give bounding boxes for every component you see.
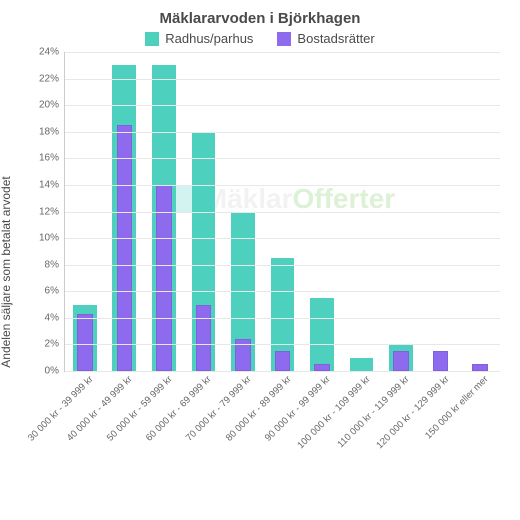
bar-bostad: [393, 351, 408, 371]
y-tick-label: 24%: [39, 47, 65, 58]
legend-item-radhus: Radhus/parhus: [145, 31, 253, 46]
y-tick-label: 16%: [39, 153, 65, 164]
y-tick-label: 18%: [39, 126, 65, 137]
y-axis-label: Andelen säljare som betalat arvodet: [0, 176, 13, 367]
grid-line: [65, 212, 500, 213]
bar-bostad: [117, 125, 132, 371]
legend: Radhus/parhus Bostadsrätter: [10, 31, 510, 46]
plot-area: MäklarOfferter 30 000 kr - 39 999 kr40 0…: [64, 52, 500, 372]
grid-line: [65, 238, 500, 239]
grid-line: [65, 105, 500, 106]
grid-line: [65, 371, 500, 372]
y-tick-label: 8%: [45, 259, 65, 270]
chart-title: Mäklararvoden i Björkhagen: [10, 10, 510, 27]
bar-radhus: [350, 358, 374, 371]
bar-bostad: [196, 305, 211, 371]
x-tick-label: 30 000 kr - 39 999 kr: [26, 374, 96, 444]
grid-line: [65, 158, 500, 159]
bar-bostad: [156, 185, 171, 371]
grid-line: [65, 291, 500, 292]
x-tick-label: 120 000 kr - 129 999 kr: [374, 374, 451, 451]
y-tick-label: 6%: [45, 286, 65, 297]
x-tick-label: 100 000 kr - 109 999 kr: [295, 374, 372, 451]
y-tick-label: 0%: [45, 366, 65, 377]
legend-swatch-bostad: [277, 32, 291, 46]
legend-swatch-radhus: [145, 32, 159, 46]
y-tick-label: 14%: [39, 179, 65, 190]
y-tick-label: 20%: [39, 100, 65, 111]
grid-line: [65, 318, 500, 319]
chart-container: Mäklararvoden i Björkhagen Radhus/parhus…: [0, 0, 520, 520]
bar-bostad: [433, 351, 448, 371]
y-tick-label: 4%: [45, 312, 65, 323]
bar-bostad: [275, 351, 290, 371]
bar-bostad: [77, 314, 92, 371]
y-tick-label: 12%: [39, 206, 65, 217]
y-tick-label: 10%: [39, 233, 65, 244]
legend-item-bostad: Bostadsrätter: [277, 31, 374, 46]
bar-bostad: [472, 364, 487, 371]
legend-label-bostad: Bostadsrätter: [297, 31, 374, 46]
bar-bostad: [314, 364, 329, 371]
y-tick-label: 22%: [39, 73, 65, 84]
grid-line: [65, 185, 500, 186]
y-tick-label: 2%: [45, 339, 65, 350]
grid-line: [65, 344, 500, 345]
grid-line: [65, 52, 500, 53]
grid-line: [65, 265, 500, 266]
plot-wrapper: Andelen säljare som betalat arvodet Mäkl…: [10, 52, 510, 492]
legend-label-radhus: Radhus/parhus: [165, 31, 253, 46]
x-tick-label: 110 000 kr - 119 999 kr: [336, 374, 412, 450]
grid-line: [65, 79, 500, 80]
bar-radhus: [310, 298, 334, 371]
grid-line: [65, 132, 500, 133]
x-tick-label: 90 000 kr - 99 999 kr: [263, 374, 333, 444]
